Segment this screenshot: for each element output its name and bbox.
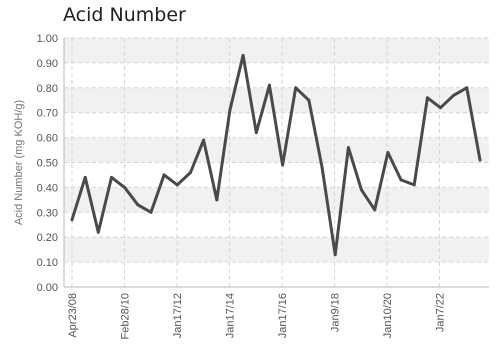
y-tick-label: 0.00 — [37, 282, 58, 294]
data-point — [254, 131, 258, 135]
data-point — [215, 198, 219, 202]
data-point — [386, 151, 390, 154]
x-tick-label: Jan17/14 — [225, 293, 237, 338]
y-tick-label: 0.40 — [37, 182, 58, 194]
data-point — [123, 185, 127, 189]
data-point — [281, 163, 285, 167]
grid-band — [64, 38, 489, 63]
grid-band — [64, 137, 489, 163]
y-tick-label: 0.30 — [37, 207, 58, 219]
data-point — [149, 210, 153, 214]
data-point — [228, 108, 232, 112]
data-point — [96, 230, 100, 234]
data-point — [360, 188, 363, 192]
data-point — [439, 106, 442, 110]
series-line — [70, 53, 482, 257]
x-tick-label: Feb28/10 — [120, 293, 132, 339]
data-point — [202, 138, 206, 142]
data-point — [412, 183, 416, 187]
y-tick-label: 0.20 — [37, 232, 58, 244]
data-point — [294, 86, 298, 90]
data-point — [241, 53, 245, 57]
data-point — [465, 86, 469, 90]
data-point — [175, 183, 179, 187]
y-tick-label: 0.60 — [37, 133, 58, 145]
y-tick-label: 1.00 — [37, 33, 58, 45]
data-point — [267, 83, 271, 87]
data-point — [425, 96, 429, 100]
data-point — [83, 175, 87, 179]
data-point — [307, 98, 311, 102]
y-tick-label: 0.90 — [37, 58, 58, 70]
x-tick-label: Jan9/18 — [330, 293, 342, 332]
data-point — [162, 173, 166, 177]
y-tick-label: 0.10 — [37, 257, 58, 269]
x-tick-label: Jan17/12 — [172, 293, 184, 338]
data-point — [333, 253, 337, 257]
y-tick-label: 0.50 — [37, 158, 58, 170]
grid-band — [64, 87, 489, 113]
x-tick-label: Jan10/20 — [382, 293, 394, 338]
y-axis-label: Acid Number (mg KOH/g) — [13, 100, 25, 225]
x-tick-label: Jan7/22 — [435, 293, 447, 332]
y-tick-label: 0.70 — [37, 108, 58, 120]
x-tick-label: Jan17/16 — [277, 293, 289, 338]
data-point — [399, 178, 403, 182]
data-point — [189, 171, 192, 174]
data-point — [346, 146, 350, 150]
data-point — [110, 175, 113, 179]
data-point — [478, 158, 482, 162]
chart-title: Acid Number — [63, 4, 186, 26]
data-point — [320, 166, 324, 169]
grid-band — [64, 237, 489, 263]
data-point — [70, 218, 74, 222]
x-tick-label: Apr23/08 — [67, 293, 79, 338]
y-tick-label: 0.80 — [37, 83, 58, 95]
data-point — [136, 203, 140, 207]
data-point — [452, 93, 456, 97]
data-point — [373, 208, 377, 212]
